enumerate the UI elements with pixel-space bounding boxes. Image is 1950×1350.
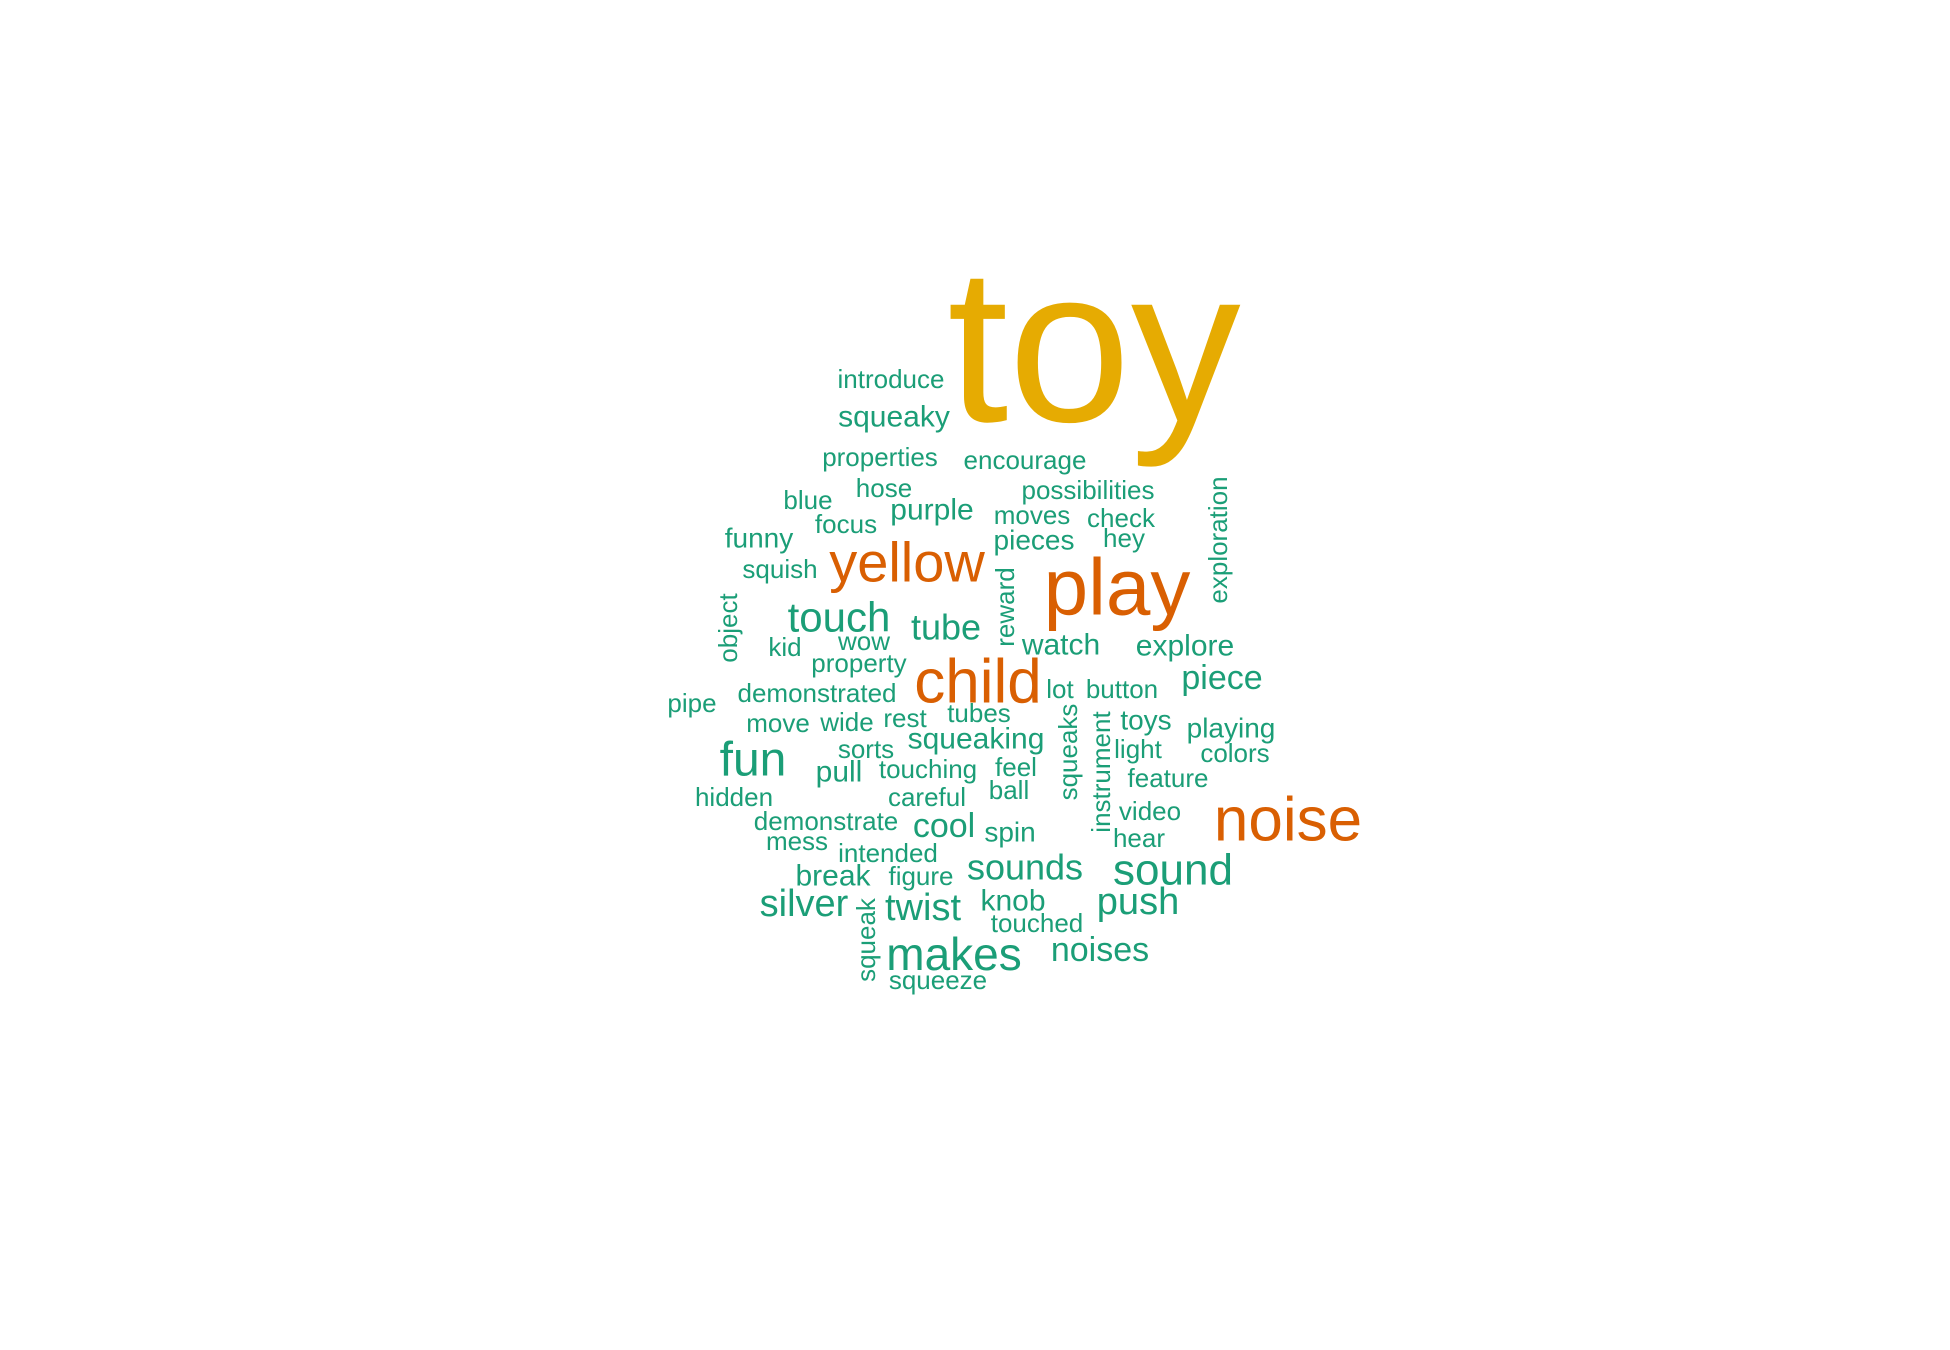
word-toys: toys: [1120, 705, 1171, 736]
word-makes: makes: [886, 928, 1021, 980]
word-break: break: [795, 860, 871, 893]
word-object: object: [713, 593, 743, 663]
word-noise: noise: [1214, 786, 1362, 855]
word-exploration: exploration: [1203, 476, 1233, 603]
word-button: button: [1086, 674, 1158, 704]
word-sorts: sorts: [838, 734, 894, 764]
word-wide: wide: [819, 707, 873, 737]
word-blue: blue: [783, 485, 832, 515]
word-squeaking: squeaking: [908, 723, 1045, 756]
word-mess: mess: [766, 826, 828, 856]
word-toy: toy: [947, 222, 1240, 468]
word-feature: feature: [1128, 763, 1209, 793]
word-move: move: [746, 708, 810, 738]
word-watch: watch: [1021, 629, 1100, 662]
word-feel: feel: [995, 752, 1037, 782]
word-hey: hey: [1103, 523, 1145, 553]
word-playing: playing: [1187, 713, 1276, 744]
word-touched: touched: [991, 908, 1084, 938]
word-figure: figure: [888, 861, 953, 891]
word-ball: ball: [989, 775, 1029, 805]
word-knob: knob: [980, 885, 1045, 918]
word-squeak: squeak: [851, 897, 881, 982]
word-push: push: [1097, 881, 1179, 923]
word-cloud-words: toy play noise child yellow makes sound fun touc…: [667, 222, 1362, 995]
word-careful: careful: [888, 782, 966, 812]
word-touch: touch: [788, 594, 891, 641]
word-wow: wow: [837, 626, 890, 656]
word-intended: intended: [838, 838, 938, 868]
word-reward: reward: [990, 567, 1020, 646]
word-hidden: hidden: [695, 782, 773, 812]
word-instrument: instrument: [1086, 711, 1116, 833]
word-lot: lot: [1046, 674, 1074, 704]
word-tube: tube: [911, 607, 981, 648]
word-play: play: [1044, 543, 1191, 632]
word-noises: noises: [1051, 931, 1149, 969]
word-pieces: pieces: [994, 525, 1075, 556]
word-colors: colors: [1200, 738, 1269, 768]
word-squeaky: squeaky: [838, 401, 950, 434]
word-introduce: introduce: [838, 364, 945, 394]
word-cool: cool: [913, 807, 975, 845]
word-possibilities: possibilities: [1022, 475, 1155, 505]
word-sounds: sounds: [967, 847, 1083, 888]
word-hose: hose: [856, 473, 912, 503]
word-moves: moves: [994, 500, 1071, 530]
word-demonstrated: demonstrated: [738, 678, 897, 708]
word-silver: silver: [760, 883, 849, 925]
word-child: child: [914, 648, 1042, 717]
word-sound: sound: [1113, 846, 1233, 895]
word-light: light: [1114, 734, 1162, 764]
word-explore: explore: [1136, 630, 1234, 663]
word-hear: hear: [1113, 823, 1165, 853]
word-properties: properties: [822, 442, 938, 472]
word-pull: pull: [816, 756, 863, 789]
word-kid: kid: [768, 632, 801, 662]
word-squeaks: squeaks: [1053, 704, 1083, 801]
word-fun: fun: [720, 734, 787, 787]
word-demonstrate: demonstrate: [754, 806, 899, 836]
word-purple: purple: [890, 494, 973, 527]
word-squeeze: squeeze: [889, 965, 987, 995]
word-yellow: yellow: [829, 531, 985, 594]
word-spin: spin: [984, 817, 1035, 848]
word-squish: squish: [742, 554, 817, 584]
word-touching: touching: [879, 754, 977, 784]
word-rest: rest: [883, 703, 927, 733]
word-encourage: encourage: [964, 445, 1087, 475]
word-video: video: [1119, 796, 1181, 826]
word-focus: focus: [815, 509, 877, 539]
word-property: property: [811, 648, 906, 678]
word-pipe: pipe: [667, 688, 716, 718]
word-twist: twist: [885, 887, 961, 929]
word-tubes: tubes: [947, 698, 1011, 728]
word-check: check: [1087, 503, 1156, 533]
word-funny: funny: [725, 523, 794, 554]
word-piece: piece: [1181, 659, 1262, 697]
